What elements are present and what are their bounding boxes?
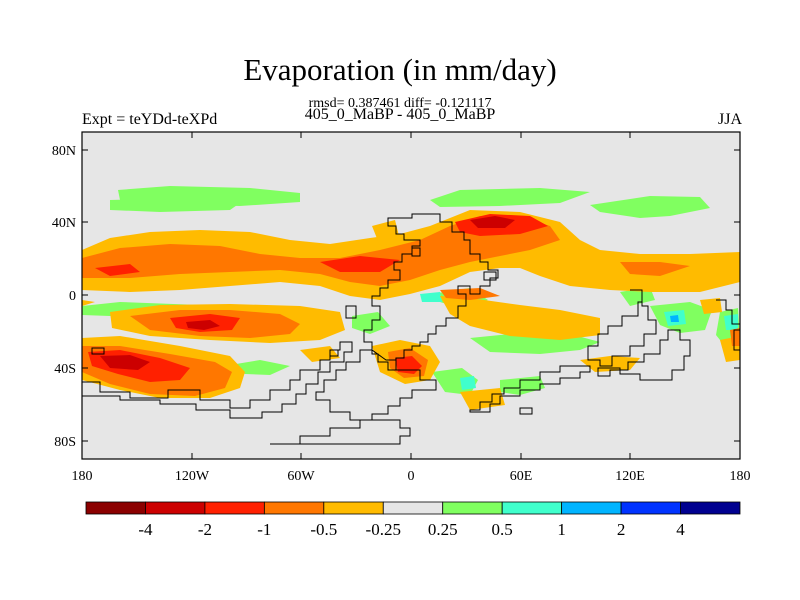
colorbar: -4 -2 -1 -0.5 -0.25 0.25 0.5 1 2 4 bbox=[85, 501, 741, 539]
x-tick-label: 180 bbox=[730, 469, 751, 484]
y-tick-label: 80N bbox=[52, 144, 76, 159]
colorbar-label: 0.5 bbox=[492, 520, 513, 539]
colorbar-swatch bbox=[204, 501, 265, 515]
coastline-outlines bbox=[82, 213, 740, 445]
x-tick-label: 60E bbox=[510, 469, 533, 484]
colorbar-swatch bbox=[620, 501, 681, 515]
season-label: JJA bbox=[717, 111, 742, 128]
colorbar-label: -0.5 bbox=[310, 520, 337, 539]
x-tick-label: 120E bbox=[615, 469, 645, 484]
colorbar-swatch bbox=[263, 501, 325, 515]
colorbar-label: -2 bbox=[198, 520, 212, 539]
plot-title: Evaporation (in mm/day) bbox=[243, 52, 557, 87]
y-tick-label: 40N bbox=[52, 216, 76, 231]
colorbar-swatch bbox=[680, 501, 741, 515]
colorbar-label: -0.25 bbox=[366, 520, 401, 539]
colorbar-swatch bbox=[501, 501, 563, 515]
y-tick-labels: 80N 40N 0 40S 80S bbox=[52, 144, 76, 450]
x-tick-label: 60W bbox=[287, 469, 315, 484]
y-tick-label: 40S bbox=[54, 362, 76, 377]
colorbar-label: -1 bbox=[257, 520, 271, 539]
y-tick-label: 80S bbox=[54, 435, 76, 450]
y-tick-label: 0 bbox=[69, 289, 76, 304]
colorbar-label: 1 bbox=[557, 520, 566, 539]
colorbar-swatch bbox=[382, 501, 444, 515]
colorbar-label: 2 bbox=[617, 520, 626, 539]
colorbar-label: -4 bbox=[138, 520, 153, 539]
extreme-negative-fields bbox=[100, 216, 515, 370]
x-tick-labels: 180 120W 60W 0 60E 120E 180 bbox=[72, 469, 751, 484]
x-tick-label: 120W bbox=[175, 469, 210, 484]
colorbar-swatch bbox=[442, 501, 503, 515]
colorbar-label: 0.25 bbox=[428, 520, 458, 539]
map-panel bbox=[82, 132, 740, 459]
x-tick-label: 180 bbox=[72, 469, 93, 484]
axis-ticks bbox=[81, 132, 741, 459]
colorbar-label: 4 bbox=[676, 520, 685, 539]
strong-positive-fields bbox=[420, 292, 738, 390]
stats-line: rmsd= 0.387461 diff= -0.121117 bbox=[308, 96, 492, 111]
experiment-label: Expt = teYDd-teXPd bbox=[82, 111, 218, 128]
colorbar-swatch bbox=[323, 501, 384, 515]
x-tick-label: 0 bbox=[408, 469, 415, 484]
colorbar-swatch bbox=[561, 501, 622, 515]
plot-subtitle: 405_0_MaBP - 405_0_MaBP bbox=[304, 106, 496, 123]
colorbar-swatch bbox=[85, 501, 146, 515]
colorbar-swatch bbox=[145, 501, 206, 515]
